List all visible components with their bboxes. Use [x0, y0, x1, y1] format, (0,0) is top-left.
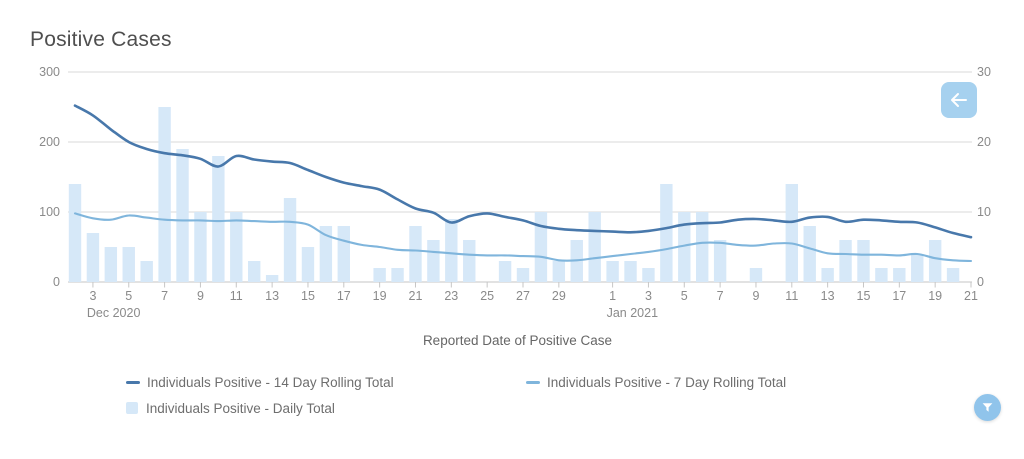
svg-text:300: 300: [39, 65, 60, 79]
filter-button[interactable]: [974, 394, 1001, 421]
back-button[interactable]: [941, 82, 977, 118]
legend-label-daily: Individuals Positive - Daily Total: [146, 400, 335, 416]
svg-text:5: 5: [681, 289, 688, 303]
svg-text:27: 27: [516, 289, 530, 303]
svg-text:15: 15: [301, 289, 315, 303]
svg-text:11: 11: [785, 289, 798, 303]
svg-text:11: 11: [230, 289, 243, 303]
svg-text:5: 5: [125, 289, 132, 303]
svg-text:20: 20: [977, 135, 991, 149]
legend-swatch-daily: [126, 402, 138, 414]
svg-text:3: 3: [645, 289, 652, 303]
svg-text:25: 25: [480, 289, 494, 303]
svg-text:Dec 2020: Dec 2020: [87, 306, 141, 320]
svg-text:19: 19: [928, 289, 942, 303]
svg-text:9: 9: [197, 289, 204, 303]
legend-item-7day[interactable]: Individuals Positive - 7 Day Rolling Tot…: [526, 375, 786, 390]
svg-text:17: 17: [892, 289, 906, 303]
page-title: Positive Cases: [30, 28, 172, 51]
x-axis-title: Reported Date of Positive Case: [422, 333, 613, 348]
svg-text:19: 19: [373, 289, 387, 303]
svg-text:0: 0: [977, 275, 984, 289]
legend-swatch-7day: [526, 380, 540, 384]
svg-text:21: 21: [409, 289, 423, 303]
svg-text:100: 100: [39, 205, 60, 219]
svg-text:9: 9: [752, 289, 759, 303]
svg-text:200: 200: [39, 135, 60, 149]
svg-text:7: 7: [717, 289, 724, 303]
svg-text:13: 13: [265, 289, 279, 303]
arrow-left-icon: [947, 88, 971, 112]
legend-swatch-14day: [126, 380, 140, 384]
chart-legend: Individuals Positive - 14 Day Rolling To…: [126, 369, 906, 421]
legend-label-7day: Individuals Positive - 7 Day Rolling Tot…: [547, 374, 787, 390]
svg-text:10: 10: [977, 205, 991, 219]
svg-text:21: 21: [964, 289, 978, 303]
svg-text:29: 29: [552, 289, 566, 303]
svg-text:1: 1: [609, 289, 616, 303]
svg-text:3: 3: [89, 289, 96, 303]
svg-text:0: 0: [53, 275, 60, 289]
legend-item-daily[interactable]: Individuals Positive - Daily Total: [126, 401, 526, 416]
svg-text:23: 23: [444, 289, 458, 303]
legend-label-14day: Individuals Positive - 14 Day Rolling To…: [147, 374, 394, 390]
svg-text:13: 13: [821, 289, 835, 303]
svg-text:17: 17: [337, 289, 351, 303]
svg-text:7: 7: [161, 289, 168, 303]
svg-text:15: 15: [857, 289, 871, 303]
funnel-icon: [981, 401, 994, 414]
legend-item-14day[interactable]: Individuals Positive - 14 Day Rolling To…: [126, 375, 526, 390]
svg-text:30: 30: [977, 65, 991, 79]
svg-text:Jan 2021: Jan 2021: [607, 306, 658, 320]
